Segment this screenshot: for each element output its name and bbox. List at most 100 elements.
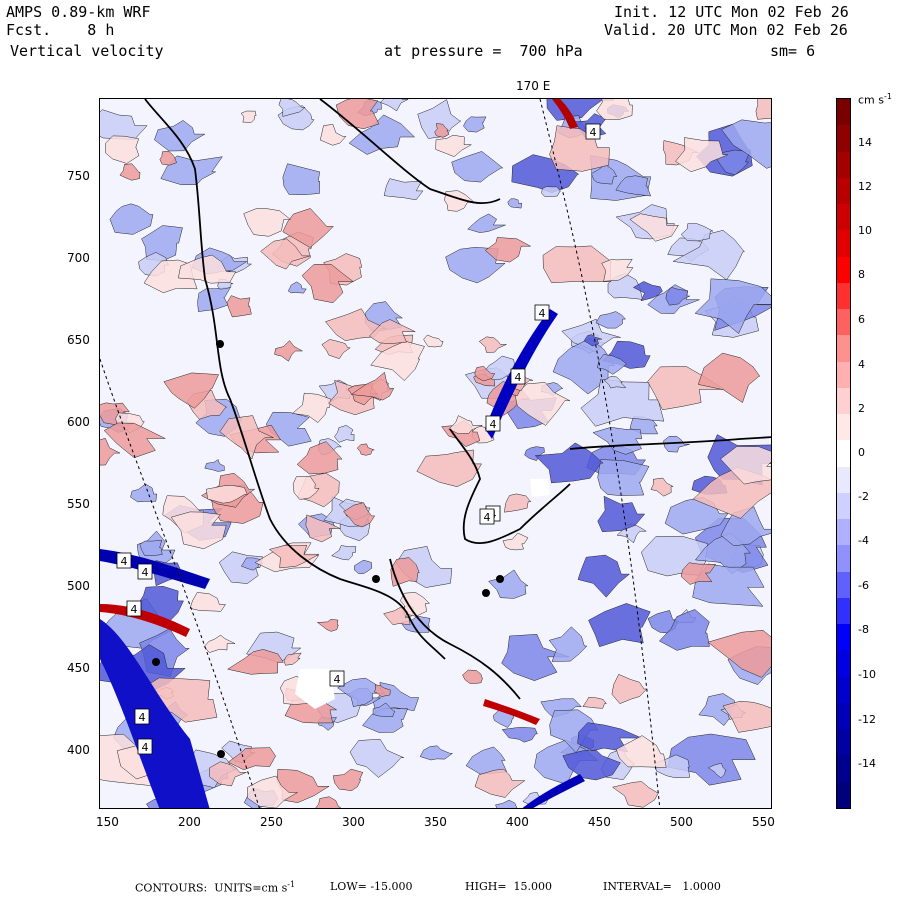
colorbar-tick-label: 6 (858, 313, 865, 326)
negative-velocity-cell (595, 311, 627, 329)
colorbar-tick-label: 14 (858, 136, 872, 149)
negative-velocity-cell (501, 634, 570, 681)
contour-units-text: CONTOURS: UNITS=cm s (135, 881, 288, 895)
contour-label-text: 4 (121, 555, 128, 568)
colorbar-segment (837, 309, 850, 336)
negative-velocity-cell (488, 569, 529, 599)
negative-velocity-cell (495, 799, 518, 808)
strong-positive-band (483, 699, 540, 725)
station-marker (372, 575, 380, 583)
colorbar-segment (837, 702, 850, 730)
negative-velocity-cell (109, 203, 154, 235)
positive-velocity-cell (596, 99, 633, 120)
negative-velocity-cell (615, 175, 652, 197)
positive-velocity-cell (343, 502, 376, 528)
contour-label-box (585, 123, 601, 140)
positive-velocity-cell (390, 557, 420, 587)
y-tick-label: 500 (67, 579, 90, 593)
negative-velocity-cell (672, 230, 745, 281)
vertical-velocity-field: 444444444444 (100, 99, 771, 808)
negative-velocity-cell (720, 506, 771, 547)
contour-label-text: 4 (590, 126, 597, 139)
colorbar-segment (837, 492, 850, 520)
negative-velocity-cell (331, 545, 357, 561)
positive-velocity-cell (209, 761, 247, 787)
contour-label: 4 (137, 563, 153, 580)
positive-velocity-cell (305, 514, 341, 543)
negative-velocity-cell (603, 375, 627, 389)
valid-time: Valid. 20 UTC Mon 02 Feb 26 (604, 21, 848, 39)
positive-velocity-cell (720, 446, 771, 485)
colorbar-segment (837, 650, 850, 678)
contour-high: HIGH= 15.000 (465, 880, 553, 893)
x-tick-label: 450 (588, 815, 611, 829)
contour-units-exponent: -1 (287, 880, 296, 889)
coastline (319, 99, 501, 204)
contour-label-box (510, 368, 526, 385)
positive-velocity-cell (423, 334, 444, 348)
contour-label: 4 (329, 670, 345, 687)
negative-velocity-cell (501, 727, 538, 743)
contour-label-box (134, 708, 150, 725)
positive-velocity-cell (356, 443, 375, 456)
stations (152, 340, 504, 758)
colorbar-segment (837, 440, 850, 468)
colorbar-segment (837, 230, 850, 258)
positive-velocity-cell (368, 319, 416, 344)
colorbar-segment (837, 729, 850, 756)
colorbar-segment (837, 781, 850, 809)
colorbar-tick-label: 8 (858, 268, 865, 281)
positive-velocity-cell (103, 422, 166, 458)
positive-velocity-cell (268, 544, 320, 569)
strong-negative-band (522, 774, 585, 808)
contour-label: 4 (510, 368, 526, 385)
x-tick-label: 250 (260, 815, 283, 829)
positive-velocity-cell (611, 673, 648, 705)
x-tick-label: 150 (96, 815, 119, 829)
positive-velocity-cell (177, 254, 237, 284)
y-tick-label: 550 (67, 497, 90, 511)
positive-velocity-cell (399, 592, 431, 617)
negative-velocity-cell (139, 539, 163, 556)
coastline (569, 436, 771, 450)
colorbar-segment (837, 151, 850, 179)
contour-label-text: 4 (131, 603, 138, 616)
positive-velocity-areas (100, 99, 771, 808)
positive-velocity-cell (283, 652, 302, 666)
x-tick-label: 400 (506, 815, 529, 829)
positive-velocity-cell (332, 768, 364, 791)
colorbar-tick-label: -14 (858, 757, 876, 770)
positive-velocity-cell (680, 562, 717, 585)
positive-velocity-cell (542, 245, 613, 284)
positive-velocity-cell (163, 372, 219, 409)
positive-velocity-cell (374, 684, 391, 697)
colorbar-segment (837, 597, 850, 625)
contour-labels: 444444444444 (116, 123, 601, 755)
colorbar-segment (837, 387, 850, 415)
contour-interval: INTERVAL= 1.0000 (603, 880, 721, 893)
forecast-label: Fcst. 8 h (6, 22, 114, 39)
x-tick-label: 550 (752, 815, 775, 829)
colorbar-segment (837, 361, 850, 389)
colorbar-segment (837, 755, 850, 783)
negative-velocity-cell (663, 435, 690, 453)
positive-velocity-cell (474, 768, 526, 798)
contour-label: 4 (479, 508, 495, 525)
negative-velocity-cell (507, 198, 523, 209)
negative-velocity-cell (667, 733, 756, 786)
contour-label: 4 (585, 123, 601, 140)
colorbar-tick-label: 0 (858, 446, 865, 459)
contour-label-text: 4 (142, 741, 149, 754)
positive-velocity-cell (321, 339, 351, 359)
negative-velocity-cell (334, 425, 355, 443)
colorbar-segment (837, 125, 850, 152)
negative-velocity-cell (597, 459, 650, 496)
negative-velocity-cell (541, 186, 562, 197)
negative-velocity-cell (349, 738, 404, 778)
negative-velocity-cell (658, 609, 710, 651)
positive-velocity-cell (324, 308, 387, 341)
grid-lines (100, 99, 661, 808)
colorbar-segment (837, 177, 850, 205)
colorbar-tick-label: 2 (858, 402, 865, 415)
positive-velocity-cell (105, 135, 140, 164)
